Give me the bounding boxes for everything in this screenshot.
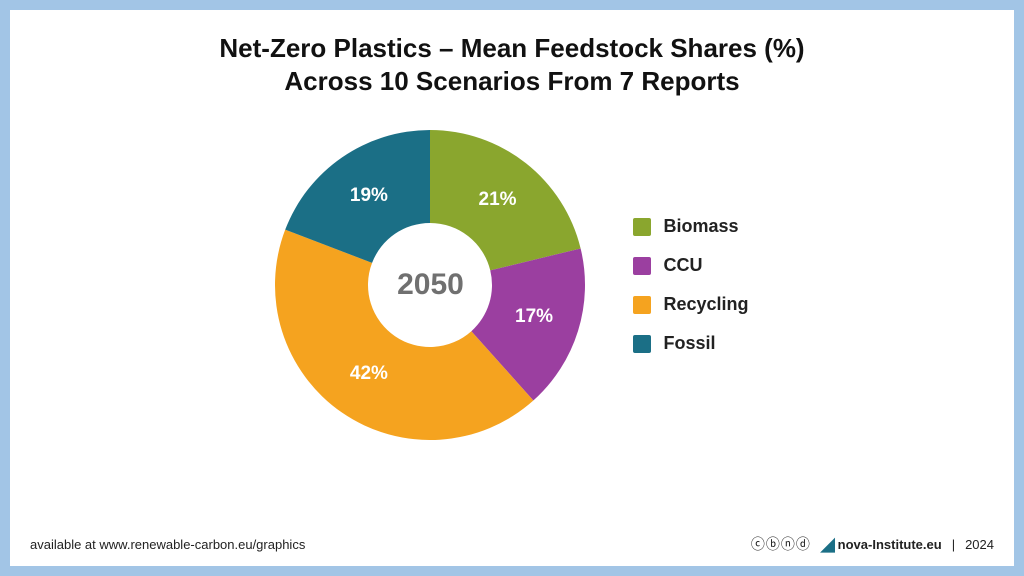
slice-label-biomass: 21%	[479, 189, 517, 211]
legend-label-fossil: Fossil	[663, 333, 715, 354]
legend-label-ccu: CCU	[663, 255, 702, 276]
cc-license-icons: ⓒⓑⓝⓓ	[751, 534, 811, 554]
legend-item-recycling: Recycling	[633, 294, 748, 315]
nova-logo: ◢ nova-Institute.eu	[821, 537, 942, 552]
title-line-2: Across 10 Scenarios From 7 Reports	[10, 65, 1014, 98]
legend-swatch-recycling	[633, 296, 651, 314]
footer: available at www.renewable-carbon.eu/gra…	[10, 530, 1014, 566]
slice-label-ccu: 17%	[515, 306, 553, 328]
legend-swatch-biomass	[633, 218, 651, 236]
slice-label-fossil: 19%	[350, 185, 388, 207]
legend-item-fossil: Fossil	[633, 333, 748, 354]
legend-item-ccu: CCU	[633, 255, 748, 276]
legend-label-biomass: Biomass	[663, 216, 738, 237]
center-year-label: 2050	[397, 268, 464, 302]
title-line-1: Net-Zero Plastics – Mean Feedstock Share…	[10, 32, 1014, 65]
legend-item-biomass: Biomass	[633, 216, 748, 237]
legend: Biomass CCU Recycling Fossil	[633, 216, 748, 354]
slice-label-recycling: 42%	[350, 363, 388, 385]
legend-swatch-fossil	[633, 335, 651, 353]
nova-logo-text: nova-Institute.eu	[838, 537, 942, 552]
legend-swatch-ccu	[633, 257, 651, 275]
legend-label-recycling: Recycling	[663, 294, 748, 315]
source-url: available at www.renewable-carbon.eu/gra…	[30, 537, 305, 552]
footer-divider: |	[952, 537, 955, 552]
donut-chart: 2050 21% 17% 42% 19%	[275, 130, 585, 440]
frame: Net-Zero Plastics – Mean Feedstock Share…	[0, 0, 1024, 576]
footer-year: 2024	[965, 537, 994, 552]
footer-right: ⓒⓑⓝⓓ ◢ nova-Institute.eu | 2024	[751, 534, 994, 554]
chart-title: Net-Zero Plastics – Mean Feedstock Share…	[10, 10, 1014, 97]
chart-area: 2050 21% 17% 42% 19% Biomass CCU Recycling Fos…	[10, 130, 1014, 440]
